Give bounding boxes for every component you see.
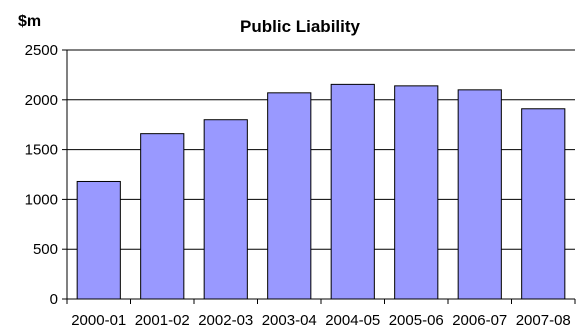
bar-2002-03 [203, 119, 248, 300]
bar-2005-06 [394, 85, 439, 300]
bar-2003-04 [267, 92, 312, 300]
y-tick-label: 0 [50, 291, 58, 308]
x-tick-label: 2002-03 [198, 312, 253, 329]
bar-2006-07 [457, 89, 502, 300]
y-tick-label: 2000 [25, 92, 58, 109]
x-tick-label: 2001-02 [135, 312, 190, 329]
chart-title: Public Liability [240, 17, 361, 36]
x-tick-label: 2004-05 [325, 312, 380, 329]
bar-2007-08 [521, 108, 566, 300]
axes [62, 49, 576, 304]
y-tick-label: 2500 [25, 42, 58, 59]
x-tick-labels: 2000-01 2001-02 2002-03 2003-04 2004-05 2005-… [71, 312, 571, 329]
y-tick-label: 1000 [25, 191, 58, 208]
x-tick-label: 2006-07 [452, 312, 507, 329]
x-tick-label: 2005-06 [389, 312, 444, 329]
bar-2001-02 [140, 133, 185, 300]
x-tick-label: 2007-08 [516, 312, 571, 329]
bar-2000-01 [76, 180, 121, 300]
x-tick-label: 2000-01 [71, 312, 126, 329]
x-tick-label: 2003-04 [262, 312, 317, 329]
bar-2004-05 [330, 83, 375, 300]
y-tick-labels: 0 500 1000 1500 2000 2500 [25, 42, 58, 308]
bars [76, 83, 566, 300]
y-tick-label: 1500 [25, 142, 58, 159]
y-tick-label: 500 [33, 241, 58, 258]
y-axis-unit-label: $m [18, 13, 41, 30]
